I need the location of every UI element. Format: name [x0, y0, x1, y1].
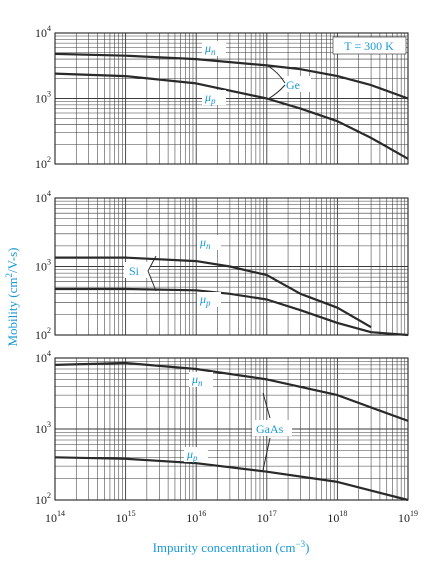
panel-si-frame — [54, 197, 409, 336]
temperature-annotation-box — [332, 36, 407, 55]
series-line-p — [54, 72, 409, 160]
series-line-n — [55, 256, 372, 329]
material-label: Ge — [286, 78, 300, 92]
series-label-p: μp — [199, 292, 211, 308]
material-bracket — [262, 392, 271, 419]
panel-ge-grid — [54, 33, 409, 164]
material-label-bg — [252, 420, 292, 436]
material-bracket — [147, 255, 157, 272]
panel-gaas-grid — [54, 358, 409, 500]
y-axis-label: Mobility (cm2/V-s) — [4, 248, 20, 347]
y-tick-label: 102 — [35, 491, 51, 507]
series-label-n: μn — [204, 41, 216, 57]
material-bracket — [147, 270, 157, 292]
y-tick-label: 102 — [35, 326, 51, 342]
panel-gaas: 102 103 104 μn μp GaAs — [35, 349, 409, 507]
series-label-bg — [189, 372, 213, 387]
y-tick-label: 104 — [35, 189, 51, 205]
material-label-bg — [124, 262, 150, 278]
series-label-n: μn — [199, 235, 211, 251]
x-tick-label: 1015 — [116, 509, 136, 525]
series-label-n: μn — [191, 372, 203, 388]
series-label-p: μp — [204, 90, 216, 106]
series-line-p — [55, 287, 409, 337]
y-tick-label: 102 — [35, 155, 51, 171]
x-tick-label: 1019 — [398, 509, 418, 525]
series-line-p — [54, 456, 409, 502]
x-tick-label: 1018 — [327, 509, 347, 525]
y-tick-label: 104 — [35, 24, 51, 40]
series-line-n — [54, 361, 409, 422]
panel-gaas-frame — [54, 357, 409, 501]
material-bracket — [262, 437, 271, 471]
series-label-bg — [202, 41, 226, 56]
x-tick-label: 1016 — [186, 509, 206, 525]
x-tick-label: 1017 — [257, 509, 277, 525]
material-bracket — [267, 84, 286, 100]
y-tick-label: 103 — [35, 258, 51, 274]
series-label-bg — [184, 447, 208, 462]
y-tick-label: 104 — [35, 349, 51, 365]
panel-ge: 102 103 104 μn μp Ge T = 300 K — [35, 24, 409, 171]
series-label-bg — [202, 90, 226, 105]
series-label-p: μp — [186, 447, 198, 463]
x-axis-label: Impurity concentration (cm−3) — [153, 539, 310, 555]
series-label-bg — [197, 235, 221, 250]
y-tick-label: 103 — [35, 90, 51, 106]
series-line-n — [54, 52, 409, 100]
x-tick-label: 1014 — [45, 509, 65, 525]
material-bracket — [267, 65, 286, 84]
material-label-bg — [284, 76, 311, 92]
material-label: GaAs — [256, 422, 284, 436]
material-label: Si — [129, 264, 140, 278]
y-tick-label: 103 — [35, 420, 51, 436]
panel-si: 102 103 104 μn μp Si — [35, 189, 409, 342]
temperature-annotation: T = 300 K — [344, 39, 394, 53]
series-label-bg — [197, 292, 221, 307]
